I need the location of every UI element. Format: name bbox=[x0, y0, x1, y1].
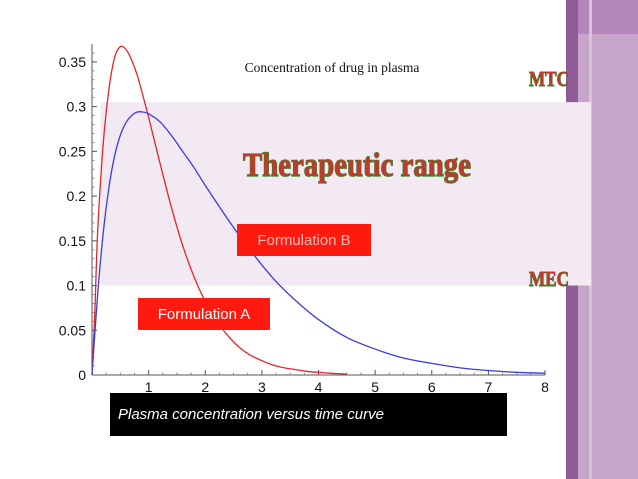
y-tick-label: 0 bbox=[78, 367, 86, 383]
series-group bbox=[91, 45, 546, 376]
formulation-b-label: Formulation B bbox=[237, 224, 371, 256]
chart-caption: Plasma concentration versus time curve bbox=[110, 393, 507, 436]
slide-side-bar-top bbox=[566, 0, 638, 34]
series-line-formulation-a bbox=[91, 45, 347, 376]
y-tick-label: 0.05 bbox=[59, 322, 86, 338]
y-tick-label: 0.35 bbox=[59, 54, 86, 70]
x-tick-label: 7 bbox=[484, 379, 492, 395]
mec-label: MEC bbox=[529, 267, 569, 291]
x-tick-label: 5 bbox=[371, 379, 379, 395]
x-tick-label: 1 bbox=[145, 379, 153, 395]
y-tick-label: 0.25 bbox=[59, 143, 86, 159]
therapeutic-range-label: Therapeutic range bbox=[243, 147, 471, 184]
therapeutic-range-band bbox=[100, 102, 592, 286]
x-tick-label: 8 bbox=[541, 379, 549, 395]
series-line-formulation-b bbox=[91, 110, 546, 376]
mtc-label: MTC bbox=[529, 67, 569, 91]
chart-title: Concentration of drug in plasma bbox=[245, 60, 420, 75]
x-tick-label: 3 bbox=[258, 379, 266, 395]
y-tick-label: 0.3 bbox=[67, 99, 87, 115]
x-tick-label: 6 bbox=[428, 379, 436, 395]
x-tick-label: 2 bbox=[201, 379, 209, 395]
y-tick-label: 0.1 bbox=[67, 278, 87, 294]
x-tick-label: 4 bbox=[315, 379, 323, 395]
formulation-a-label: Formulation A bbox=[138, 298, 270, 330]
y-tick-label: 0.2 bbox=[67, 188, 87, 204]
tick-group: 0 0.05 0.1 0.15 0.2 0.25 0.3 0.35 1 2 3 4 5 6 7 8 bbox=[59, 52, 549, 395]
y-tick-label: 0.15 bbox=[59, 233, 86, 249]
